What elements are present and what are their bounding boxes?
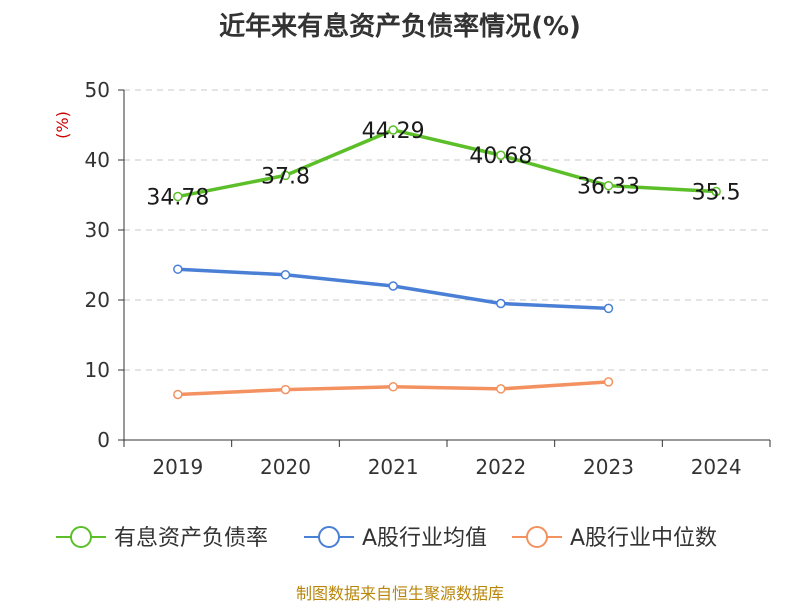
x-tick-label: 2021 — [368, 455, 419, 479]
series-2-point — [388, 281, 398, 291]
legend-marker — [318, 526, 340, 548]
series-3-point — [603, 377, 614, 387]
series-1-point — [496, 150, 506, 160]
data-label: 40.68 — [469, 144, 532, 169]
series-1-point — [388, 125, 398, 135]
x-tick-label: 2024 — [691, 455, 742, 479]
x-tick-label: 2022 — [475, 455, 526, 479]
series-2-point — [603, 303, 614, 314]
y-tick-label: 10 — [85, 358, 110, 382]
series-2-point — [280, 270, 291, 280]
series-3-point — [173, 389, 183, 400]
series-1-point — [711, 186, 721, 197]
data-label: 35.5 — [692, 181, 741, 206]
series-3-point — [280, 384, 291, 395]
series-1-point — [173, 191, 183, 202]
y-tick-label: 20 — [85, 288, 110, 312]
y-tick-label: 0 — [97, 428, 110, 452]
source-note: 制图数据来自恒生聚源数据库 — [295, 584, 504, 603]
series-2-point — [496, 298, 506, 309]
x-tick-label: 2020 — [260, 455, 311, 479]
series-3-point — [388, 382, 398, 392]
legend-label: A股行业均值 — [362, 526, 487, 551]
data-label: 34.78 — [146, 186, 209, 211]
x-tick-label: 2019 — [152, 455, 203, 479]
legend-label: A股行业中位数 — [570, 526, 717, 551]
series-line-1 — [177, 128, 717, 199]
series-1-point — [603, 180, 614, 191]
legend-label: 有息资产负债率 — [114, 526, 268, 551]
chart-title: 近年来有息资产负债率情况(%) — [219, 12, 581, 42]
series-1-point — [280, 170, 291, 181]
y-axis-unit-label: (%) — [53, 111, 72, 139]
series-2-point — [173, 264, 183, 274]
legend-marker — [526, 526, 548, 548]
x-tick-label: 2023 — [583, 455, 634, 479]
data-label: 44.29 — [362, 119, 425, 144]
series-3-point — [496, 384, 506, 394]
data-label: 36.33 — [577, 175, 640, 200]
y-tick-label: 50 — [85, 78, 110, 102]
legend-marker — [70, 526, 92, 548]
data-label: 37.8 — [261, 164, 310, 189]
y-tick-label: 40 — [85, 148, 110, 172]
y-tick-label: 30 — [85, 218, 110, 242]
